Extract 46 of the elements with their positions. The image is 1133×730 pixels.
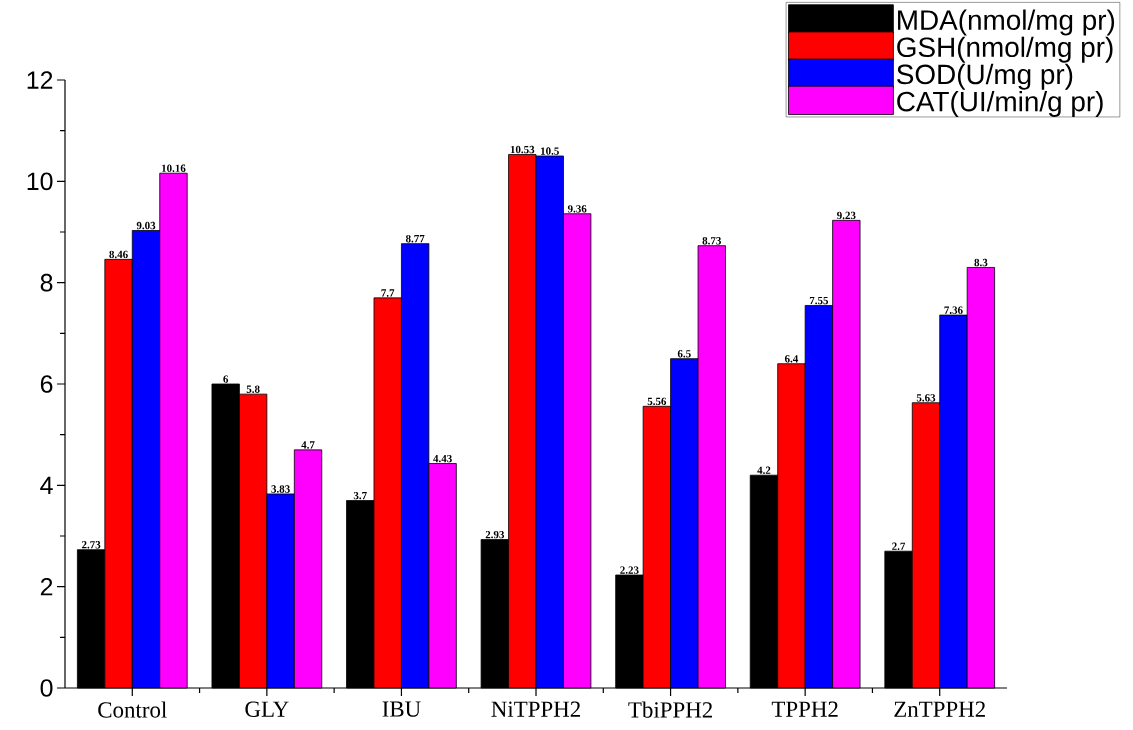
data-label: 9.03 — [136, 221, 156, 230]
data-label: 8.73 — [702, 237, 721, 245]
x-tick-label: Control — [98, 701, 167, 718]
x-tick-label: NiTPPH2 — [491, 701, 580, 717]
y-tick-label: 0 — [40, 679, 53, 697]
data-label: 5.56 — [647, 397, 667, 406]
data-label: 7.55 — [809, 296, 829, 305]
data-label: 2.73 — [81, 541, 101, 549]
data-label: 5.63 — [916, 394, 936, 402]
y-tick-label: 10 — [27, 172, 53, 191]
data-label: 10.5 — [541, 147, 559, 155]
data-label: 8.77 — [405, 235, 425, 243]
data-label: 6 — [223, 375, 229, 383]
data-label: 3.7 — [353, 491, 367, 500]
data-label: 6.4 — [784, 355, 799, 363]
legend-label: GSH(nmol/mg pr) — [897, 36, 1113, 63]
legend-label: SOD(U/mg pr) — [897, 63, 1073, 90]
data-label: 5.8 — [246, 385, 260, 393]
y-tick-label: 12 — [27, 71, 53, 89]
data-label: 4.43 — [433, 454, 452, 463]
y-tick-label: 4 — [40, 476, 53, 494]
data-label: 4.2 — [757, 466, 771, 474]
y-tick-label: 6 — [40, 375, 53, 393]
y-tick-label: 8 — [40, 273, 53, 292]
data-label: 9.36 — [567, 205, 587, 213]
data-label: 7.7 — [381, 289, 395, 297]
x-tick-label: IBU — [382, 701, 421, 717]
x-tick-label: GLY — [245, 701, 289, 717]
x-tick-label: TPPH2 — [771, 701, 838, 717]
data-label: 2.23 — [620, 566, 639, 574]
x-tick-label: ZnTPPH2 — [894, 701, 985, 717]
data-label: 7.36 — [944, 306, 963, 314]
data-label: 2.7 — [892, 542, 906, 550]
data-label: 10.53 — [510, 145, 535, 154]
data-label: 8.3 — [974, 258, 988, 267]
legend-label: CAT(UI/min/g pr) — [897, 90, 1103, 117]
data-label: 8.46 — [109, 250, 128, 259]
legend-label: MDA(nmol/mg pr) — [898, 9, 1115, 36]
x-tick-label: TbiPPH2 — [628, 701, 712, 718]
data-label: 10.16 — [162, 164, 186, 173]
data-label: 4.7 — [301, 441, 315, 449]
data-label: 6.5 — [677, 350, 691, 358]
y-tick-label: 2 — [40, 577, 53, 596]
data-label: 3.83 — [271, 485, 290, 493]
data-label: 2.93 — [485, 530, 505, 539]
data-label: 9.23 — [837, 211, 856, 220]
